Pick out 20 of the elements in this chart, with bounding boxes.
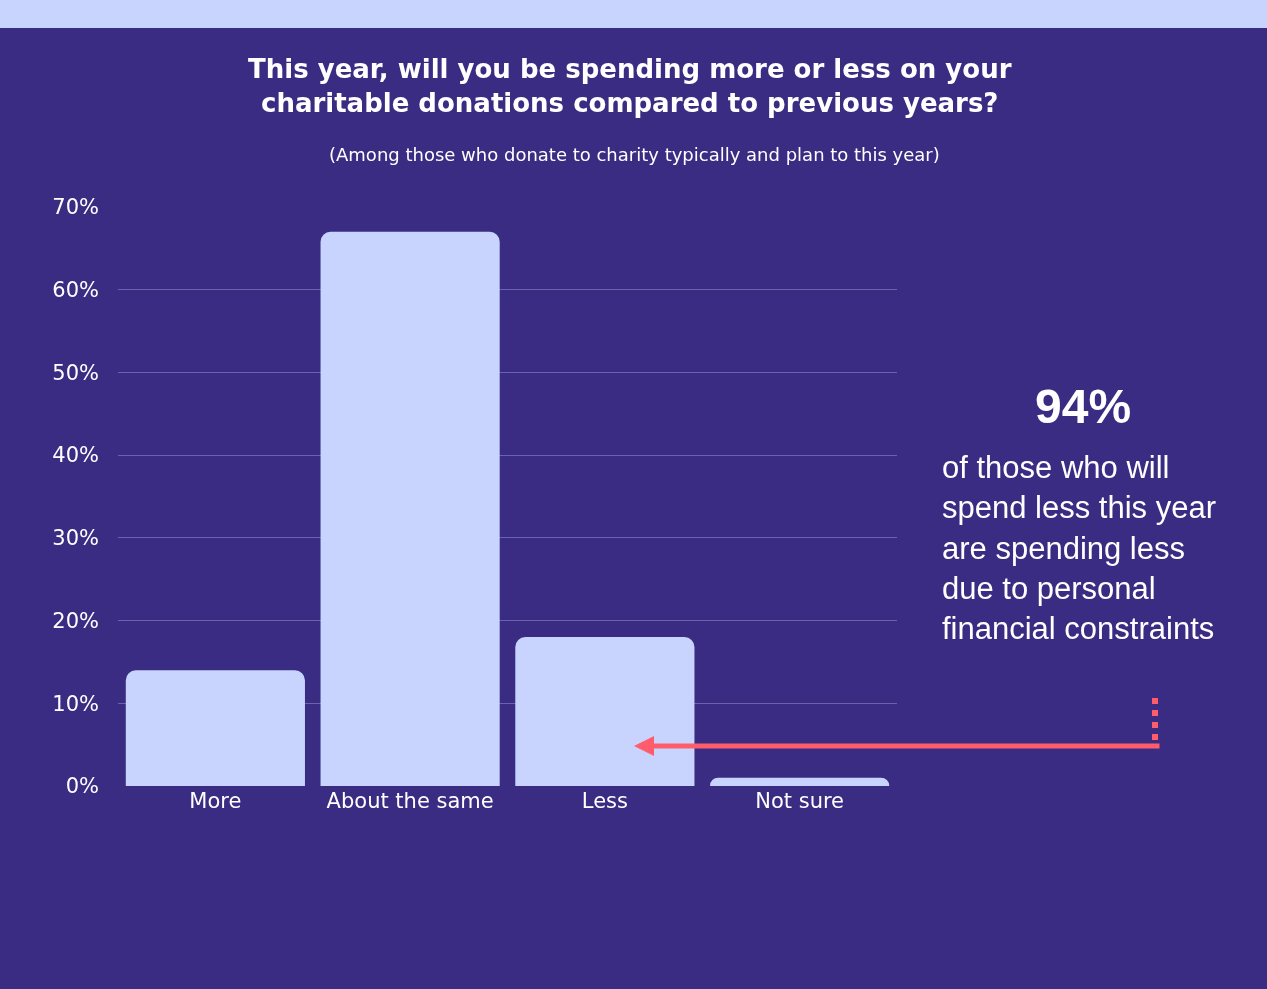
y-tick-label: 50% (52, 360, 99, 385)
y-tick-label: 40% (52, 443, 99, 468)
text: 94% (1035, 380, 1132, 433)
bar (710, 777, 890, 786)
y-tick-label: 30% (52, 526, 99, 551)
y-tick-label: 60% (52, 278, 99, 303)
y-tick-label: 0% (65, 774, 99, 799)
y-tick-label: 10% (52, 691, 99, 716)
chart-subtitle: (Among those who donate to charity typically and plan to this year) (329, 144, 940, 165)
x-tick-label: Less (581, 789, 628, 813)
chart-title: This year, will you be spending more or less on your charitable donations compared to previous years? (248, 54, 1012, 118)
bar (125, 670, 305, 786)
y-tick-label: 70% (52, 195, 99, 220)
bar (515, 637, 695, 786)
bar (320, 231, 500, 786)
y-tick-label: 20% (52, 608, 99, 633)
text: of those who will spend less this year are spending less due to personal financial constraints (942, 450, 1216, 647)
x-tick-label: Not sure (755, 789, 845, 813)
x-tick-label: More (189, 789, 242, 813)
x-tick-label: About the same (326, 789, 494, 813)
